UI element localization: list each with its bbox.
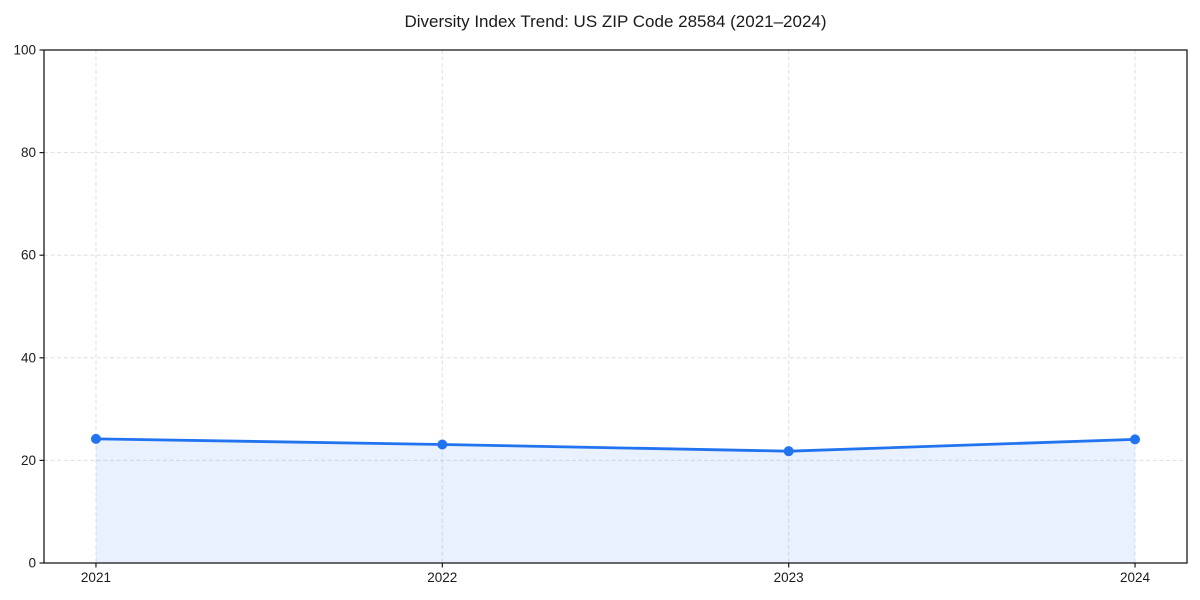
chart-title: Diversity Index Trend: US ZIP Code 28584… xyxy=(404,12,827,31)
data-point-marker xyxy=(90,433,101,444)
x-tick-label: 2024 xyxy=(1120,570,1151,585)
y-tick-label: 100 xyxy=(13,43,36,58)
y-tick-label: 60 xyxy=(21,248,36,263)
data-point-marker xyxy=(437,439,448,450)
trend-line xyxy=(94,437,1137,453)
y-tick-label: 20 xyxy=(21,453,36,468)
plot-frame xyxy=(43,49,1188,564)
x-tick-label: 2023 xyxy=(774,570,804,585)
y-tick-label: 80 xyxy=(21,145,36,160)
x-tick-label: 2021 xyxy=(81,570,111,585)
area-fill xyxy=(95,438,1136,563)
y-tick-label: 40 xyxy=(21,350,36,365)
data-point-marker xyxy=(1130,434,1141,445)
y-tick-label: 0 xyxy=(28,556,36,571)
x-tick-label: 2022 xyxy=(427,570,457,585)
data-point-marker xyxy=(783,446,794,457)
